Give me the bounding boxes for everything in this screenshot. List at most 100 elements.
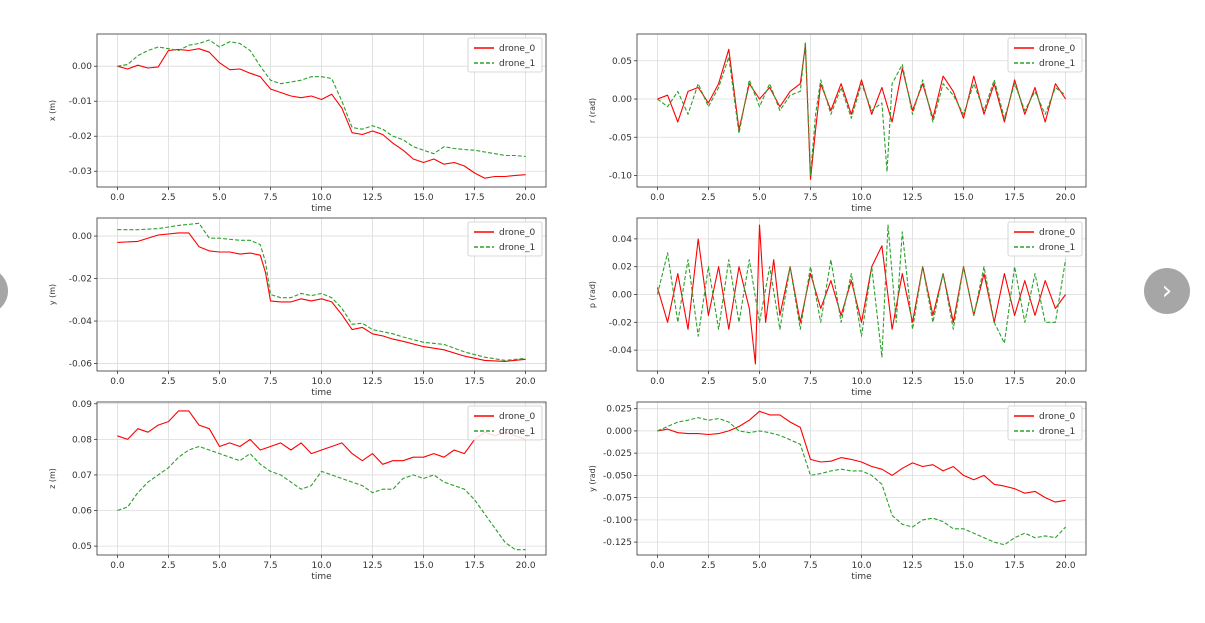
series-line-drone_1	[657, 417, 1066, 546]
chart-panel-0: 0.0 2.5 5.0 7.5 10.0 12.5 15.0 17.5 20.0 0.00 -0.0…	[48, 33, 547, 214]
chart-panel-3: 0.0 2.5 5.0 7.5 10.0 12.5 15.0 17.5 20.0 0.04 0.02…	[588, 217, 1087, 398]
x-tick-label: 2.5	[161, 377, 175, 387]
legend: drone_0 drone_1	[467, 37, 543, 73]
series-line-drone_0	[657, 410, 1066, 503]
x-tick-label: 2.5	[161, 193, 175, 203]
next-slide-button[interactable]: ›	[1144, 268, 1190, 314]
y-tick-label: -0.125	[603, 538, 632, 548]
x-tick-label: 15.0	[954, 377, 974, 387]
legend-label: drone_1	[1039, 427, 1075, 437]
x-tick-label: 2.5	[161, 561, 175, 571]
y-tick-label: 0.02	[612, 263, 632, 273]
x-tick-label: 17.5	[465, 561, 485, 571]
x-axis-label: time	[851, 204, 872, 214]
x-tick-label: 17.5	[465, 193, 485, 203]
series-line-drone_1	[117, 222, 526, 361]
x-tick-label: 15.0	[954, 193, 974, 203]
x-tick-label: 5.0	[212, 561, 227, 571]
legend-label: drone_0	[499, 228, 535, 238]
y-axis-label: x (m)	[48, 100, 57, 121]
y-tick-label: 0.00	[612, 95, 632, 105]
x-axis-label: time	[311, 572, 332, 582]
y-tick-label: -0.02	[609, 318, 632, 328]
y-tick-label: 0.06	[72, 507, 92, 517]
y-tick-label: -0.03	[69, 167, 92, 177]
x-tick-label: 0.0	[650, 561, 665, 571]
legend: drone_0 drone_1	[1007, 37, 1083, 73]
x-tick-label: 7.5	[803, 193, 817, 203]
legend-label: drone_1	[499, 59, 535, 69]
x-tick-label: 7.5	[803, 561, 817, 571]
x-tick-label: 12.5	[902, 193, 922, 203]
x-tick-label: 17.5	[1005, 377, 1025, 387]
y-tick-label: 0.000	[606, 427, 632, 437]
x-axis-label: time	[311, 388, 332, 398]
x-tick-label: 0.0	[650, 377, 665, 387]
x-tick-label: 17.5	[465, 377, 485, 387]
x-axis-label: time	[311, 204, 332, 214]
legend-label: drone_0	[1039, 228, 1075, 238]
x-tick-label: 5.0	[752, 193, 767, 203]
x-tick-label: 2.5	[701, 377, 715, 387]
legend-label: drone_1	[1039, 243, 1075, 253]
legend-label: drone_1	[499, 243, 535, 253]
legend: drone_0 drone_1	[1007, 405, 1083, 441]
legend-label: drone_0	[499, 412, 535, 422]
y-tick-label: 0.00	[72, 232, 92, 242]
x-tick-label: 0.0	[650, 193, 665, 203]
y-tick-label: -0.025	[603, 449, 632, 459]
x-tick-label: 17.5	[1005, 561, 1025, 571]
x-tick-label: 20.0	[1056, 377, 1076, 387]
legend-label: drone_1	[1039, 59, 1075, 69]
y-tick-label: -0.050	[603, 471, 632, 481]
y-tick-label: -0.075	[603, 494, 632, 504]
y-axis-label: y (rad)	[588, 465, 597, 492]
y-tick-label: -0.02	[69, 275, 92, 285]
x-tick-label: 15.0	[414, 561, 434, 571]
x-tick-label: 12.5	[362, 193, 382, 203]
x-tick-label: 10.0	[851, 561, 871, 571]
x-axis-label: time	[851, 572, 872, 582]
series-line-drone_0	[117, 48, 526, 179]
y-axis-label: z (m)	[48, 468, 57, 489]
series-line-drone_0	[117, 410, 526, 465]
x-tick-label: 20.0	[516, 193, 536, 203]
series-line-drone_0	[117, 232, 526, 362]
y-tick-label: 0.025	[606, 405, 632, 415]
x-tick-label: 0.0	[110, 193, 125, 203]
chevron-right-icon: ›	[1161, 276, 1173, 306]
chart-panel-4: 0.0 2.5 5.0 7.5 10.0 12.5 15.0 17.5 20.0 0.09 0.08…	[48, 400, 547, 582]
x-tick-label: 10.0	[311, 377, 331, 387]
chart-panel-2: 0.0 2.5 5.0 7.5 10.0 12.5 15.0 17.5 20.0 0.00 -0.0…	[48, 217, 547, 398]
legend: drone_0 drone_1	[467, 405, 543, 441]
x-tick-label: 7.5	[263, 377, 277, 387]
x-tick-label: 12.5	[362, 561, 382, 571]
x-tick-label: 10.0	[311, 561, 331, 571]
y-tick-label: 0.00	[612, 291, 632, 301]
legend-label: drone_0	[1039, 44, 1075, 54]
previous-slide-button[interactable]: ‹	[0, 268, 8, 314]
y-tick-label: -0.04	[609, 346, 633, 356]
x-tick-label: 20.0	[1056, 193, 1076, 203]
series-line-drone_1	[117, 39, 526, 158]
y-tick-label: 0.07	[72, 471, 92, 481]
x-tick-label: 5.0	[752, 561, 767, 571]
chart-panel-1: 0.0 2.5 5.0 7.5 10.0 12.5 15.0 17.5 20.0 0.05 0.00…	[588, 33, 1087, 214]
y-tick-label: -0.04	[69, 317, 93, 327]
x-tick-label: 15.0	[414, 193, 434, 203]
y-tick-label: -0.10	[609, 172, 633, 182]
x-tick-label: 20.0	[516, 377, 536, 387]
y-tick-label: -0.05	[609, 133, 632, 143]
y-axis-label: r (rad)	[588, 98, 597, 123]
x-tick-label: 12.5	[902, 377, 922, 387]
x-tick-label: 15.0	[954, 561, 974, 571]
x-tick-label: 5.0	[212, 193, 227, 203]
series-line-drone_1	[656, 224, 1067, 358]
legend: drone_0 drone_1	[1007, 221, 1083, 257]
x-tick-label: 2.5	[701, 193, 715, 203]
x-tick-label: 20.0	[516, 561, 536, 571]
legend-label: drone_1	[499, 427, 535, 437]
x-tick-label: 7.5	[263, 193, 277, 203]
y-tick-label: -0.06	[69, 360, 93, 370]
